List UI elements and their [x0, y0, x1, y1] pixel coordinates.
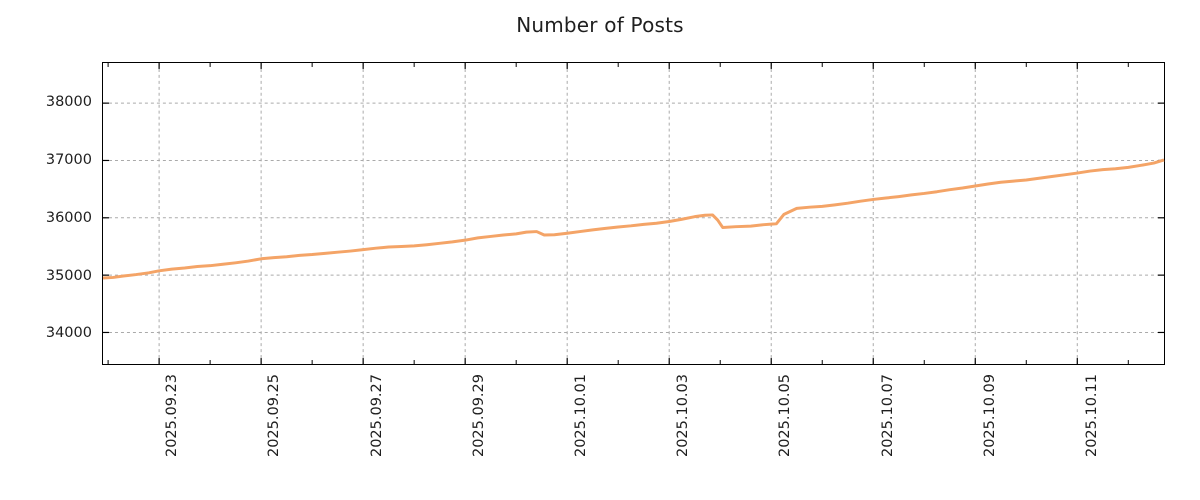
series-line-number-of-posts [102, 158, 1165, 280]
x-tick-label: 2025.09.23 [164, 374, 181, 458]
x-tick-label: 2025.09.27 [368, 374, 385, 458]
y-tick-label: 38000 [45, 94, 92, 111]
y-tick-label: 37000 [45, 152, 92, 169]
x-tick-label: 2025.09.25 [266, 374, 283, 458]
x-tick-label: 2025.09.29 [470, 374, 487, 458]
plot-area [102, 62, 1165, 365]
x-tick-label: 2025.10.03 [675, 374, 692, 458]
y-tick-label: 36000 [45, 209, 92, 226]
x-tick-label: 2025.10.05 [777, 374, 794, 458]
x-tick-label: 2025.10.09 [981, 374, 998, 458]
chart-title: Number of Posts [516, 13, 684, 37]
y-tick-label: 35000 [45, 267, 92, 284]
grid-layer [103, 63, 1164, 364]
x-tick-label: 2025.10.11 [1084, 374, 1101, 458]
series-line-layer [102, 158, 1165, 280]
x-tick-label: 2025.10.07 [879, 374, 896, 458]
x-tick-label: 2025.10.01 [573, 374, 590, 458]
y-tick-label: 34000 [45, 325, 92, 342]
